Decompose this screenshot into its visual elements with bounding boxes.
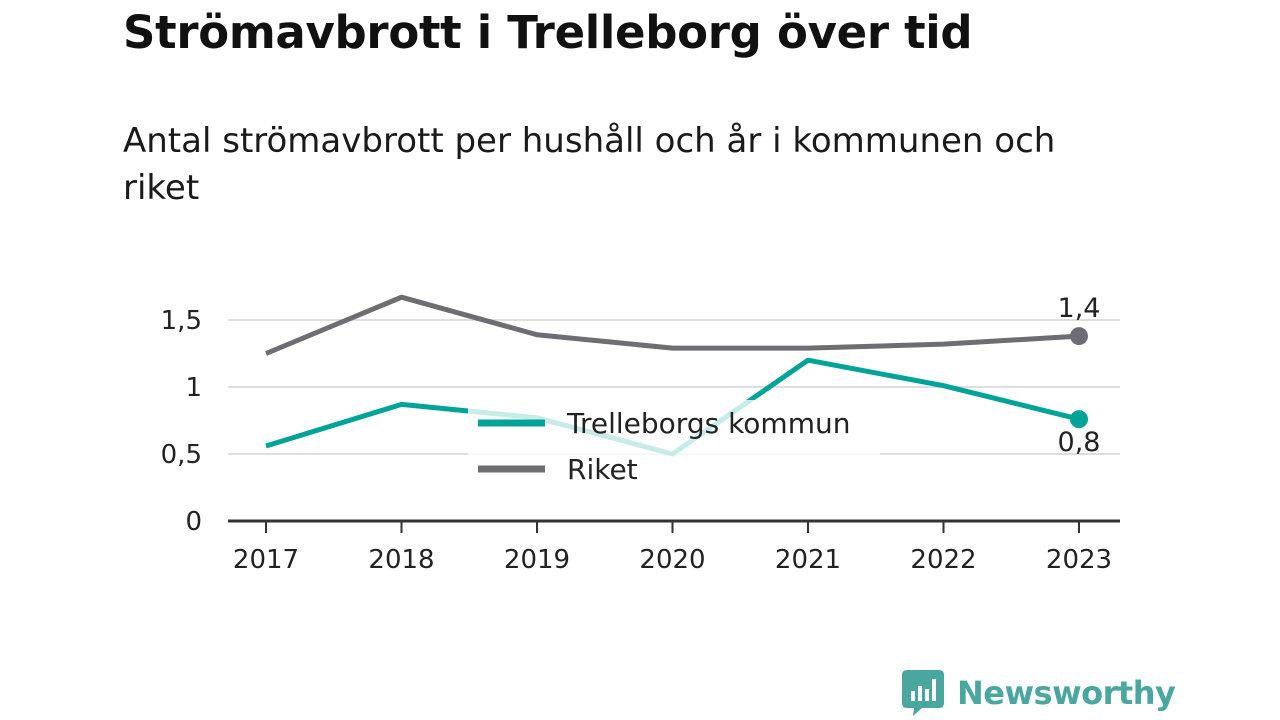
x-tick-label: 2023 bbox=[1046, 545, 1112, 575]
series-line-riket bbox=[265, 294, 1080, 356]
legend-label-riket: Riket bbox=[567, 453, 638, 486]
newsworthy-bubble-icon bbox=[902, 670, 944, 716]
y-tick-label: 0,5 bbox=[161, 440, 202, 470]
end-marker-kommun bbox=[1070, 410, 1088, 429]
chart-subtitle: Antal strömavbrott per hushåll och år i … bbox=[123, 121, 1056, 208]
end-value-label-kommun: 0,8 bbox=[1058, 427, 1101, 458]
x-tick-label: 2020 bbox=[639, 545, 705, 575]
x-tick-label: 2019 bbox=[504, 545, 570, 575]
end-value-label-riket: 1,4 bbox=[1058, 293, 1101, 324]
x-tick-label: 2018 bbox=[368, 545, 434, 575]
legend: Trelleborgs kommun Riket bbox=[468, 400, 880, 492]
end-markers: 0,8 1,4 bbox=[1058, 293, 1101, 458]
x-axis: 2017 2018 2019 2020 2021 2022 2023 bbox=[228, 519, 1120, 575]
chart-title: Strömavbrott i Trelleborg över tid bbox=[123, 6, 973, 59]
y-tick-label: 1 bbox=[185, 373, 202, 403]
y-tick-label: 0 bbox=[185, 507, 202, 537]
legend-background bbox=[468, 400, 880, 492]
end-marker-riket bbox=[1070, 327, 1088, 346]
newsworthy-logo: Newsworthy bbox=[902, 670, 1176, 716]
x-tick-label: 2021 bbox=[775, 545, 841, 575]
y-axis-ticks: 0 0,5 1 1,5 bbox=[161, 306, 202, 537]
legend-label-kommun: Trelleborgs kommun bbox=[566, 407, 850, 440]
x-tick-label: 2022 bbox=[910, 545, 976, 575]
x-tick-label: 2017 bbox=[233, 545, 299, 575]
y-tick-label: 1,5 bbox=[161, 306, 202, 336]
brand-name: Newsworthy bbox=[957, 674, 1176, 712]
